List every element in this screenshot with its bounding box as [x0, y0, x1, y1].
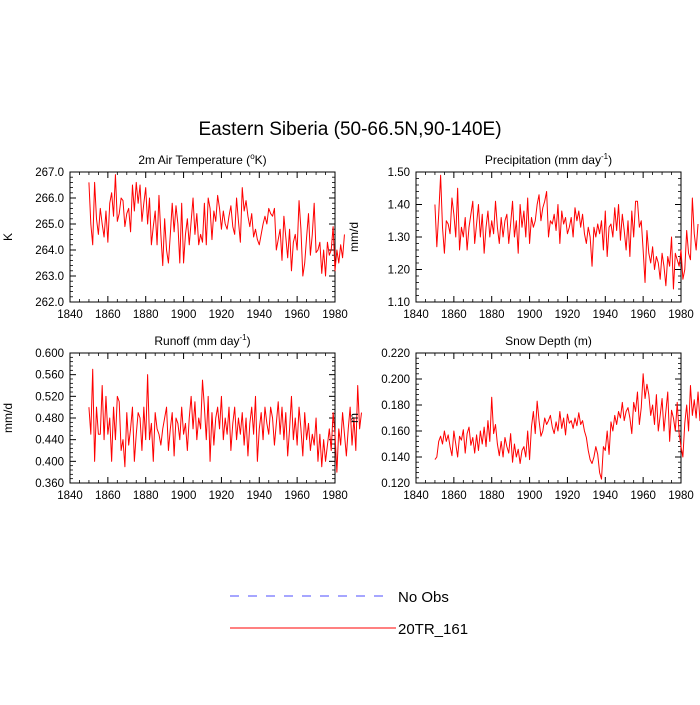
x-tick-label: 1900 [171, 309, 197, 321]
y-tick-label: 1.40 [388, 200, 410, 212]
y-tick-label: 0.160 [381, 426, 410, 438]
y-axis-label: mm/d [347, 222, 361, 252]
series-line-20tr-161 [434, 373, 700, 480]
panel-temperature: 2m Air Temperature (oK) K 1840 1860 1880 1900… [1, 152, 348, 321]
y-tick-label: 266.0 [35, 193, 64, 205]
y-tick-label: 0.480 [35, 413, 64, 425]
panel-precipitation: Precipitation (mm day-1) mm/d 1840 1860 1880… [347, 152, 699, 321]
y-tick-label: 0.520 [35, 391, 64, 403]
y-axis-label: mm/d [1, 403, 15, 433]
series-line-20tr-161 [88, 368, 362, 473]
x-tick-label: 1900 [517, 309, 543, 321]
x-tick-label: 1980 [668, 490, 694, 502]
panel-snow-depth: Snow Depth (m) m 1840 1860 1880 1900 1920 1940 1… [347, 334, 700, 502]
x-tick-label: 1980 [322, 490, 348, 502]
y-tick-label: 0.200 [381, 374, 410, 386]
x-tick-label: 1940 [592, 490, 618, 502]
y-tick-label: 1.50 [388, 167, 410, 179]
x-tick-label: 1840 [57, 309, 83, 321]
x-tick-label: 1960 [630, 490, 656, 502]
y-tick-label: 0.440 [35, 435, 64, 447]
y-axis-label: K [1, 233, 15, 241]
y-tick-label: 262.0 [35, 297, 64, 309]
y-tick-label: 1.30 [388, 232, 410, 244]
x-tick-label: 1860 [95, 309, 121, 321]
x-tick-label: 1840 [57, 490, 83, 502]
x-tick-label: 1980 [668, 309, 694, 321]
x-tick-label: 1860 [95, 490, 121, 502]
x-tick-label: 1840 [403, 490, 429, 502]
x-tick-label: 1920 [555, 490, 581, 502]
y-tick-label: 1.10 [388, 297, 410, 309]
x-tick-label: 1880 [133, 490, 159, 502]
figure-title: Eastern Siberia (50-66.5N,90-140E) [198, 119, 501, 140]
series-line-20tr-161 [434, 174, 699, 290]
y-tick-label: 265.0 [35, 219, 64, 231]
y-tick-label: 0.180 [381, 400, 410, 412]
y-tick-label: 0.220 [381, 348, 410, 360]
x-tick-label: 1880 [479, 490, 505, 502]
y-tick-label: 263.0 [35, 271, 64, 283]
x-tick-label: 1920 [209, 309, 235, 321]
y-tick-label: 264.0 [35, 245, 64, 257]
y-tick-label: 0.560 [35, 370, 64, 382]
x-tick-label: 1920 [555, 309, 581, 321]
x-tick-label: 1860 [441, 490, 467, 502]
legend-label-no-obs: No Obs [398, 589, 449, 606]
x-tick-label: 1900 [517, 490, 543, 502]
legend: No Obs 20TR_161 [230, 589, 468, 638]
panel-title: 2m Air Temperature (oK) [138, 152, 266, 167]
x-tick-label: 1960 [630, 309, 656, 321]
x-tick-label: 1840 [403, 309, 429, 321]
x-tick-label: 1920 [209, 490, 235, 502]
y-tick-label: 0.120 [381, 478, 410, 490]
series-line-20tr-161 [88, 174, 345, 277]
x-tick-label: 1960 [284, 309, 310, 321]
legend-label-20tr-161: 20TR_161 [398, 621, 468, 638]
panel-title: Precipitation (mm day-1) [485, 152, 612, 167]
y-tick-label: 0.600 [35, 348, 64, 360]
y-tick-label: 0.360 [35, 478, 64, 490]
x-tick-label: 1880 [479, 309, 505, 321]
y-axis-label: m [347, 413, 361, 423]
panel-title: Runoff (mm day-1) [154, 333, 250, 348]
x-tick-label: 1960 [284, 490, 310, 502]
x-tick-label: 1940 [592, 309, 618, 321]
panel-title: Snow Depth (m) [505, 334, 592, 348]
x-tick-label: 1940 [246, 490, 272, 502]
x-tick-label: 1880 [133, 309, 159, 321]
y-tick-label: 0.140 [381, 452, 410, 464]
y-tick-label: 1.20 [388, 265, 410, 277]
x-tick-label: 1940 [246, 309, 272, 321]
x-tick-label: 1980 [322, 309, 348, 321]
x-tick-label: 1860 [441, 309, 467, 321]
panel-runoff: Runoff (mm day-1) mm/d 1840 1860 1880 1900 192… [1, 333, 362, 502]
x-tick-label: 1900 [171, 490, 197, 502]
y-tick-label: 267.0 [35, 167, 64, 179]
y-tick-label: 0.400 [35, 456, 64, 468]
